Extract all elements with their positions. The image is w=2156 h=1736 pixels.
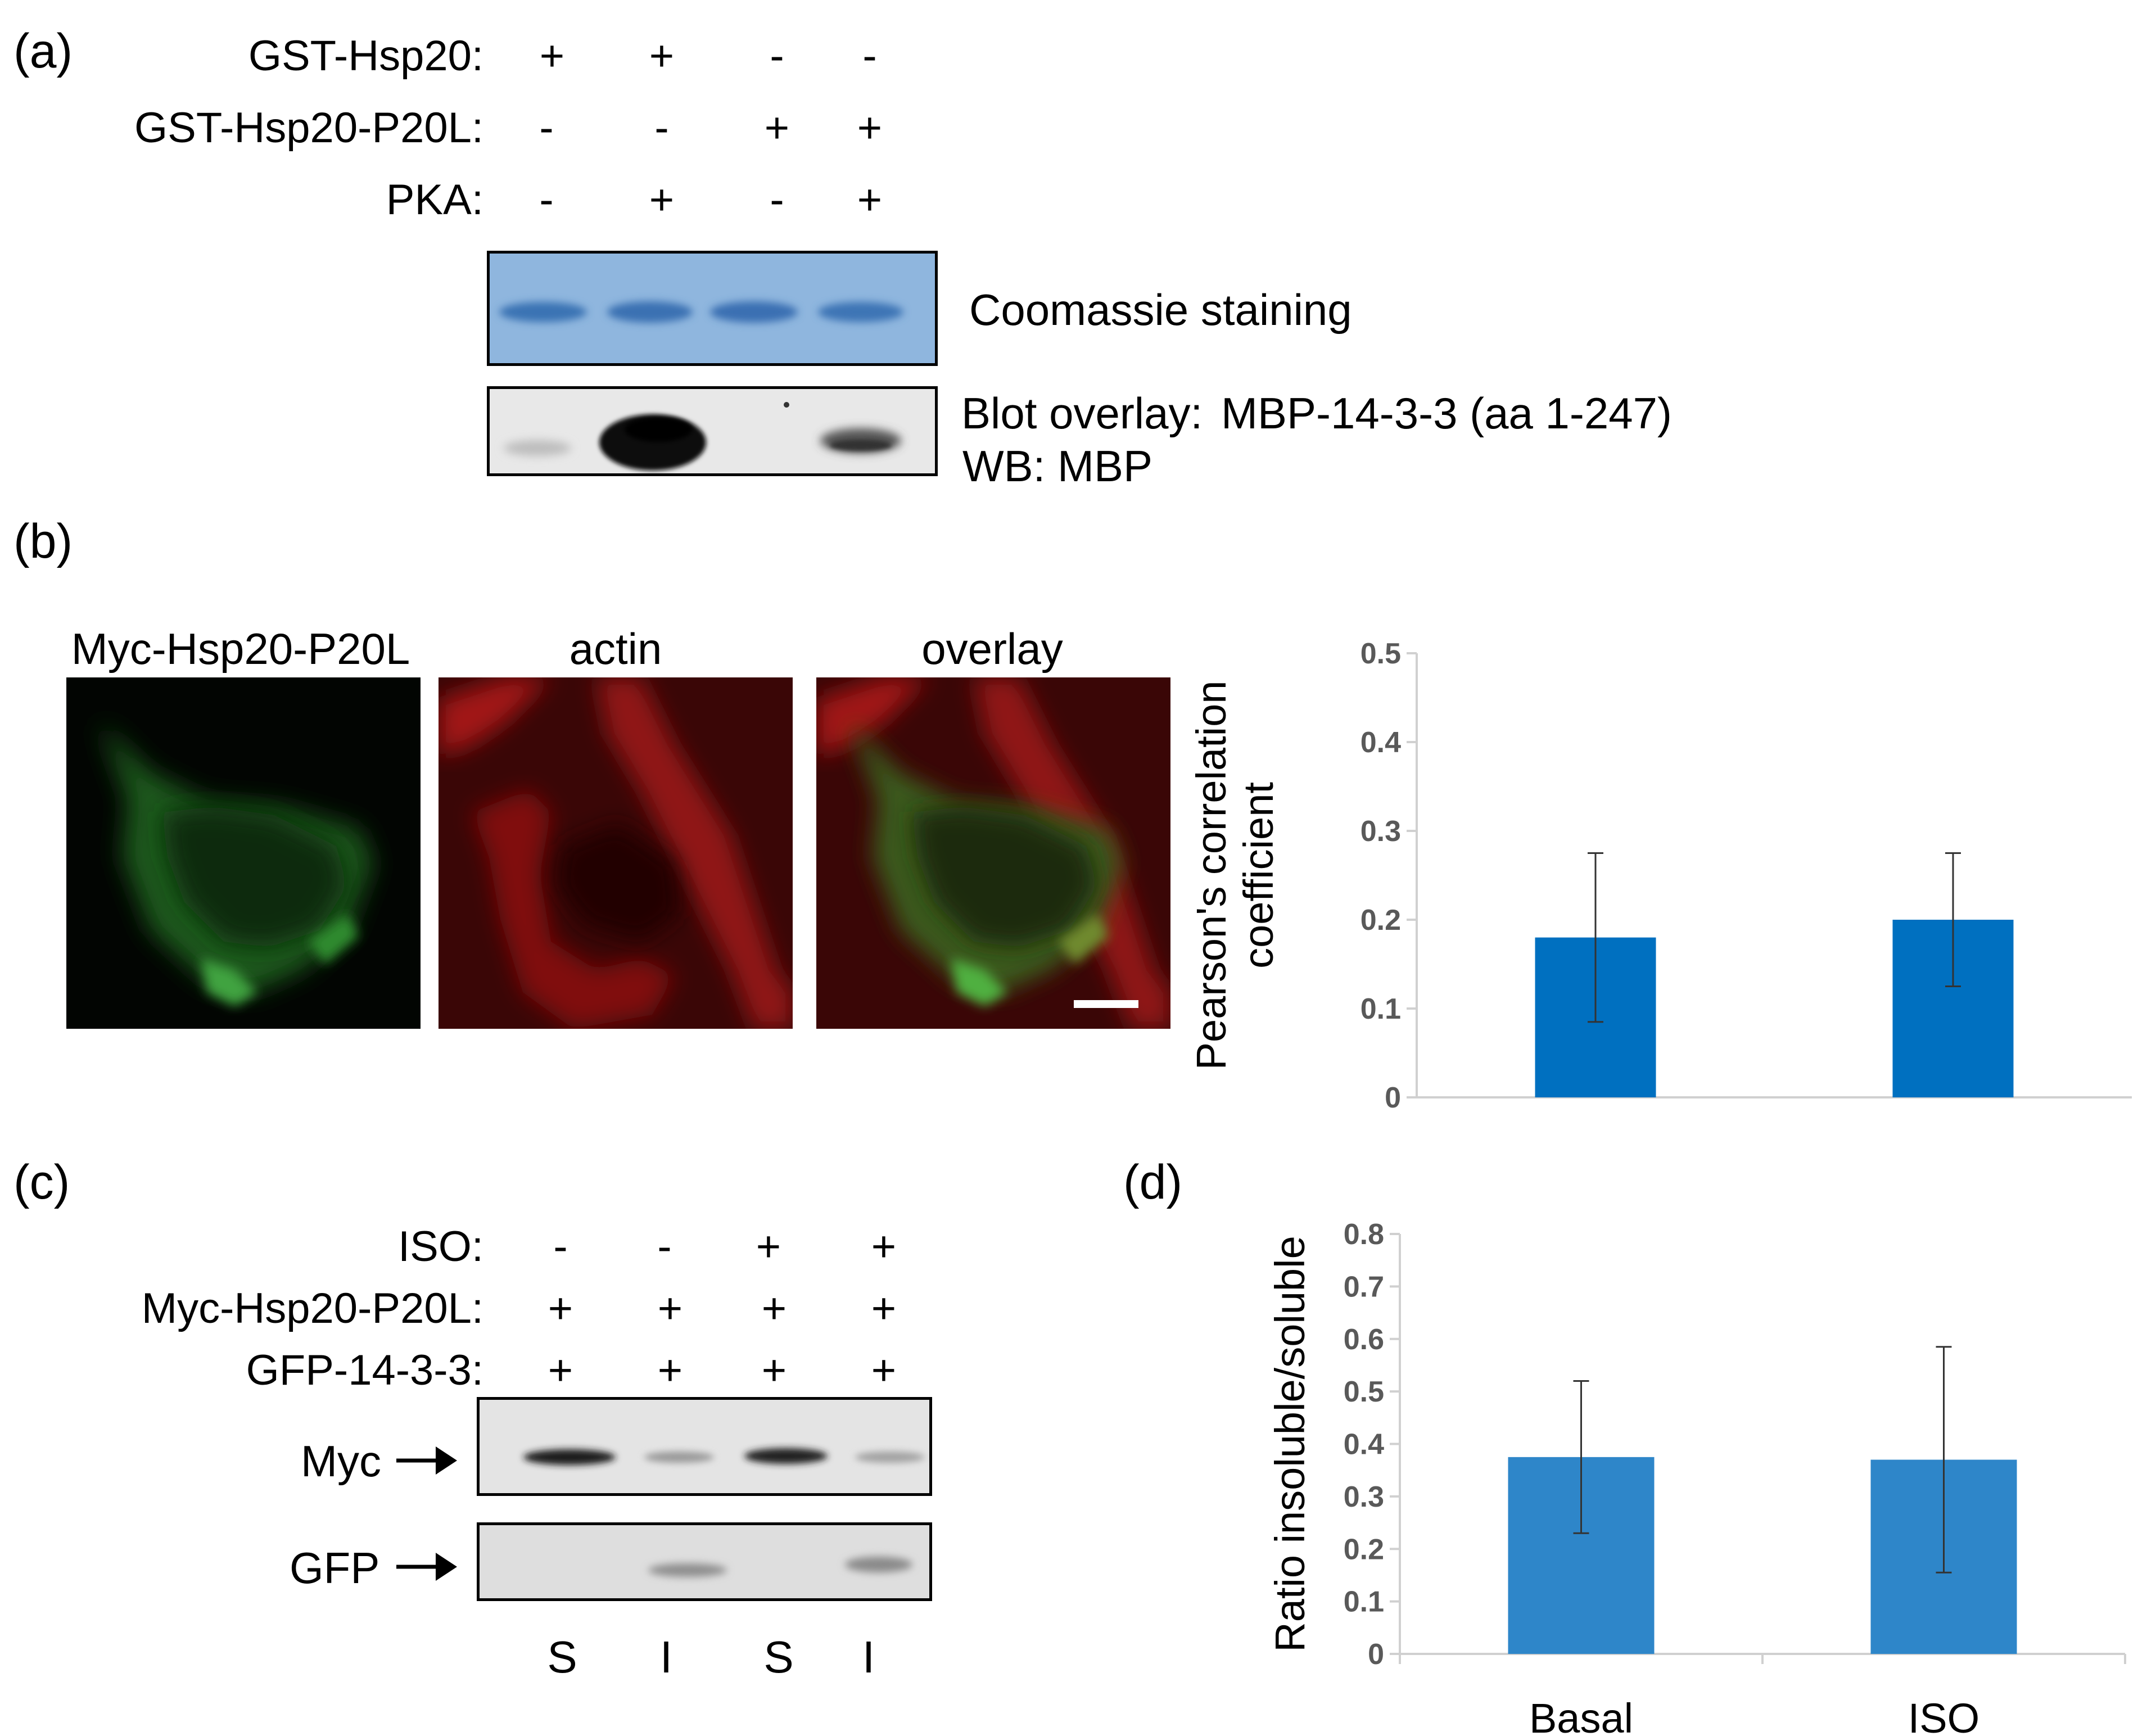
sign: +	[756, 1223, 781, 1271]
sign: +	[871, 1346, 897, 1394]
y-tick-label: 0.4	[1361, 726, 1401, 759]
sign: +	[649, 176, 675, 224]
y-tick-label: 0.3	[1344, 1481, 1384, 1513]
coomassie-staining-label: Coomassie staining	[969, 285, 1352, 334]
condition-iso: ISO:	[397, 1223, 483, 1271]
panel-c-label: (c)	[13, 1155, 70, 1209]
y-tick-label: 0.7	[1344, 1271, 1384, 1303]
chart-pearson-correlation: 00.10.20.30.40.5Hsp20Hsp20-P20LPearson's…	[1188, 638, 2132, 1114]
panel-b-label: (b)	[13, 514, 73, 568]
sign: -	[770, 176, 784, 224]
x-category-label: ISO	[1908, 1695, 1979, 1734]
sign: -	[770, 32, 784, 80]
myc-arrow-icon	[396, 1446, 457, 1475]
coomassie-gel-image	[490, 254, 935, 363]
panel-a-label: (a)	[13, 24, 73, 78]
sign: -	[539, 176, 554, 224]
blot-overlay-image	[487, 386, 938, 476]
sign: +	[761, 1346, 787, 1394]
y-tick-label: 0.6	[1344, 1323, 1384, 1356]
condition-gst-hsp20-p20l: GST-Hsp20-P20L:	[134, 104, 483, 152]
sign: +	[764, 104, 790, 152]
green-channel-image	[66, 677, 421, 1029]
wb-mbp-label: WB: MBP	[962, 441, 1153, 491]
micrograph-actin	[439, 677, 793, 1029]
gfp-arrow-icon	[396, 1553, 457, 1581]
image-label-actin: actin	[569, 624, 662, 673]
myc-blot-image	[477, 1397, 932, 1496]
gfp-label: GFP	[290, 1543, 380, 1593]
y-tick-label: 0	[1368, 1638, 1384, 1671]
sign: -	[539, 104, 554, 152]
panel-d-label: (d)	[1123, 1155, 1183, 1209]
red-channel-image	[439, 677, 793, 1029]
lane-label: S	[547, 1632, 577, 1682]
condition-gst-hsp20: GST-Hsp20:	[248, 32, 483, 80]
mbp-14-3-3-label: MBP-14-3-3 (aa 1-247)	[1221, 388, 1673, 438]
gfp-blot-image	[477, 1522, 932, 1601]
y-tick-label: 0.1	[1361, 993, 1401, 1025]
myc-label: Myc	[301, 1436, 381, 1486]
sign: +	[657, 1285, 683, 1332]
blot-overlay-label: Blot overlay:	[961, 388, 1203, 438]
sign: +	[539, 32, 565, 80]
y-axis-label: coefficient	[1235, 782, 1282, 969]
coomassie-gel	[487, 251, 938, 366]
y-tick-label: 0.1	[1344, 1586, 1384, 1619]
condition-gfp-14-3-3: GFP-14-3-3:	[246, 1346, 483, 1394]
blot-overlay-bands	[490, 389, 935, 473]
y-tick-label: 0.8	[1344, 1218, 1384, 1251]
sign: -	[657, 1223, 672, 1271]
x-category-label: Basal	[1529, 1695, 1633, 1734]
y-tick-label: 0.2	[1344, 1533, 1384, 1566]
condition-pka: PKA:	[386, 176, 483, 224]
myc-blot-bands	[480, 1400, 929, 1493]
lane-label: S	[763, 1632, 794, 1682]
sign: +	[548, 1285, 573, 1332]
sign: -	[862, 32, 877, 80]
sign: +	[857, 104, 883, 152]
y-tick-label: 0.5	[1344, 1376, 1384, 1408]
y-tick-label: 0.3	[1361, 815, 1401, 848]
image-label-myc-hsp20-p20l: Myc-Hsp20-P20L	[71, 624, 410, 673]
micrograph-overlay	[816, 677, 1170, 1029]
y-tick-label: 0.4	[1344, 1428, 1384, 1461]
overlay-image	[816, 677, 1170, 1029]
sign: +	[871, 1285, 897, 1332]
chart-ratio-insoluble-soluble: 0 0.1 0.2 0.3 0.4 0.5 0.6 0.7 0.8 Basal ISO Ratio i…	[1267, 1218, 2126, 1734]
scale-bar	[1074, 1000, 1138, 1008]
sign: -	[654, 104, 669, 152]
gfp-blot-bands	[480, 1525, 929, 1598]
y-axis-label: Pearson's correlation	[1188, 681, 1235, 1070]
sign: -	[553, 1223, 568, 1271]
condition-myc-hsp20-p20l: Myc-Hsp20-P20L:	[141, 1285, 483, 1332]
micrograph-myc-hsp20-p20l	[66, 677, 421, 1029]
sign: +	[871, 1223, 897, 1271]
sign: +	[857, 176, 883, 224]
sign: +	[548, 1346, 573, 1394]
y-tick-label: 0	[1385, 1082, 1401, 1114]
image-label-overlay: overlay	[921, 624, 1063, 673]
y-axis-label: Ratio insoluble/soluble	[1267, 1236, 1313, 1652]
sign: +	[657, 1346, 683, 1394]
sign: +	[649, 32, 675, 80]
lane-label: I	[659, 1632, 673, 1682]
y-tick-label: 0.5	[1361, 638, 1401, 670]
y-tick-label: 0.2	[1361, 904, 1401, 937]
lane-label: I	[862, 1632, 875, 1682]
sign: +	[761, 1285, 787, 1332]
